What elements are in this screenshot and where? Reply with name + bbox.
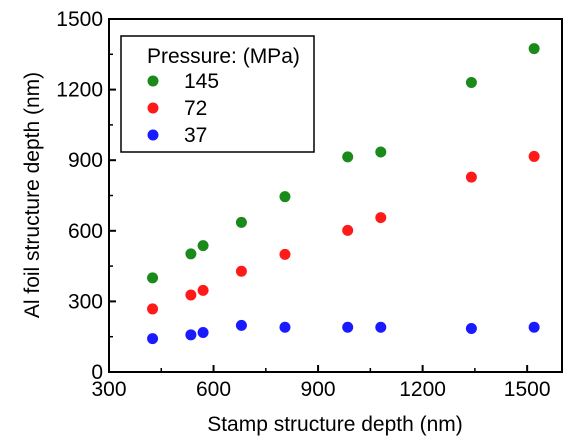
data-point	[197, 326, 209, 338]
x-tick-label: 1200	[399, 378, 446, 401]
data-point	[279, 321, 291, 333]
x-axis-title: Stamp structure depth (nm)	[207, 413, 463, 436]
data-point	[279, 191, 291, 203]
legend-entries: 145 72 37	[147, 70, 219, 147]
legend-marker	[147, 75, 159, 87]
x-tick-label: 300	[91, 378, 126, 401]
y-tick-label: 900	[68, 149, 103, 172]
data-point	[185, 248, 197, 260]
data-point	[528, 321, 540, 333]
data-point	[235, 319, 247, 331]
legend-label: 72	[184, 97, 207, 120]
legend: Pressure: (MPa) 145 72 37	[120, 35, 315, 153]
data-point	[147, 333, 159, 345]
legend-title: Pressure: (MPa)	[147, 45, 300, 68]
y-tick-label: 1200	[56, 79, 103, 102]
x-tick-label: 900	[301, 378, 336, 401]
data-point	[465, 322, 477, 334]
series-37	[147, 319, 540, 345]
data-point	[342, 151, 354, 163]
y-tick-label: 0	[91, 361, 103, 384]
y-tick-label: 1500	[56, 8, 103, 31]
data-point	[465, 77, 477, 89]
x-tick-label: 600	[196, 378, 231, 401]
legend-marker	[147, 129, 159, 141]
data-point	[342, 224, 354, 236]
legend-label: 145	[184, 70, 219, 93]
data-point	[197, 240, 209, 252]
y-tick-label: 300	[68, 290, 103, 313]
series-145	[147, 43, 540, 284]
data-point	[185, 329, 197, 341]
data-point	[342, 321, 354, 333]
data-point	[147, 303, 159, 315]
y-tick-label: 600	[68, 220, 103, 243]
data-points	[147, 43, 540, 345]
data-point	[235, 216, 247, 228]
legend-label: 37	[184, 124, 207, 147]
data-point	[147, 272, 159, 284]
data-point	[279, 248, 291, 260]
axis-ticks	[108, 18, 529, 373]
data-point	[528, 43, 540, 55]
y-axis-title: Al foil structure depth (nm)	[21, 72, 44, 318]
data-point	[197, 284, 209, 296]
data-point	[185, 289, 197, 301]
data-point	[375, 321, 387, 333]
data-point	[528, 150, 540, 162]
data-point	[375, 146, 387, 158]
x-tick-label: 1500	[504, 378, 551, 401]
data-point	[465, 171, 477, 183]
data-point	[235, 265, 247, 277]
series-72	[147, 150, 540, 315]
data-point	[375, 212, 387, 224]
legend-marker	[147, 102, 159, 114]
